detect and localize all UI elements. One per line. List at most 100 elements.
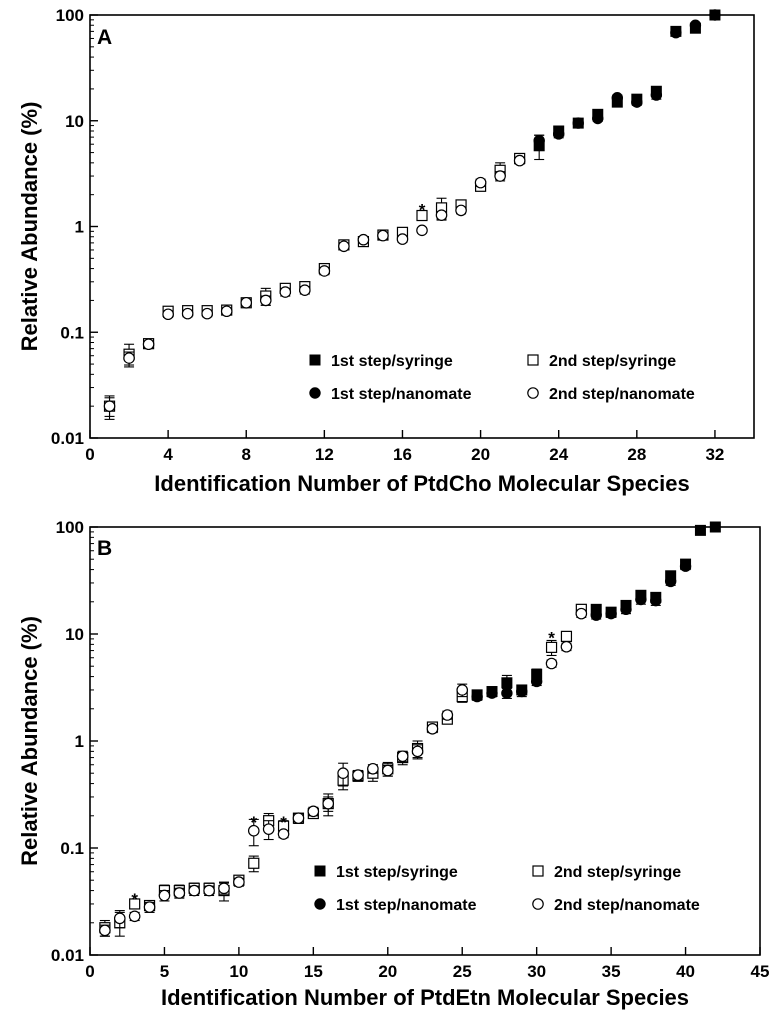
chart-b-data-point (530, 675, 543, 688)
chart-b-data-point (233, 876, 245, 888)
chart-a-data-point (553, 128, 565, 140)
chart-b-data-point (322, 797, 335, 810)
chart-b-series-3 (471, 560, 692, 703)
chart-a-data-point (611, 92, 623, 104)
chart-b-data-point (456, 684, 469, 696)
chart-b-data-point (411, 745, 424, 758)
chart-b-legend-label: 2nd step/nanomate (554, 897, 700, 914)
chart-b-data-point (441, 709, 454, 721)
chart-a-y-tick-label: 0.1 (60, 323, 84, 342)
chart-b-x-tick-label: 35 (602, 962, 621, 981)
chart-a: 0.01 0.1 1 10 100 0 4 8 12 16 20 24 28 32 Identificati… (17, 6, 755, 496)
chart-b-y-axis-title: Relative Abundance (%) (17, 616, 42, 866)
chart-b-data-point (635, 593, 647, 606)
chart-a-data-point (533, 134, 545, 147)
chart-b-data-point (545, 657, 558, 670)
chart-b-data-point (352, 769, 364, 781)
chart-b-legend-label: 1st step/nanomate (336, 897, 477, 914)
chart-a-data-point (162, 308, 174, 321)
chart-a-data-point (240, 296, 253, 309)
chart-b-data-point (545, 641, 558, 653)
chart-b-x-tick-label: 5 (160, 962, 169, 981)
chart-b-legend-label: 2nd step/syringe (554, 864, 681, 881)
chart-b-data-point (143, 901, 156, 913)
chart-b-data-point (99, 924, 111, 937)
chart-b-data-point (709, 521, 721, 533)
chart-a-panel-letter: A (97, 26, 112, 49)
chart-b-series-4 (99, 607, 588, 937)
chart-b-data-point (575, 607, 588, 620)
chart-b-data-point (248, 857, 260, 869)
chart-b-x-tick-label: 15 (304, 962, 323, 981)
chart-a-data-point (455, 204, 467, 217)
chart-b-data-point (486, 687, 498, 699)
chart-b-legend-marker (314, 898, 326, 910)
chart-a-data-point (631, 96, 643, 108)
chart-a-x-tick-label: 20 (471, 445, 490, 464)
chart-a-data-point (259, 294, 272, 307)
chart-a-legend-label: 1st step/syringe (331, 353, 453, 370)
chart-b-data-point (381, 764, 394, 777)
chart-b-data-point (679, 560, 692, 572)
chart-b-legend-marker (532, 898, 544, 910)
chart-b-data-point (262, 823, 275, 835)
chart-a-data-point (357, 233, 370, 246)
chart-a-x-tick-label: 8 (242, 445, 251, 464)
chart-a-data-point (396, 233, 409, 245)
chart-a-data-point (670, 27, 682, 39)
chart-a-data-point (123, 352, 135, 364)
chart-b-significance-marker: * (548, 629, 555, 648)
chart-b-y-tick-label: 10 (65, 625, 84, 644)
chart-a-data-point (572, 117, 584, 129)
chart-b-data-point (426, 723, 439, 735)
chart-b-x-tick-label: 40 (676, 962, 695, 981)
chart-a-data-point (299, 284, 311, 296)
chart-b-data-point (277, 828, 290, 840)
chart-b-significance-marker: * (280, 813, 287, 832)
chart-b-data-point (590, 609, 602, 621)
chart-a-legend: 1st step/syringe 2nd step/syringe 1st step… (309, 353, 695, 403)
chart-a-data-point (513, 154, 526, 167)
chart-b-legend-marker (314, 865, 326, 877)
chart-a-data-point (474, 176, 487, 189)
chart-a-x-axis-title: Identification Number of PtdCho Molecula… (154, 471, 689, 496)
chart-a-data-point (181, 307, 194, 320)
chart-b-data-point (218, 882, 230, 895)
chart-b-data-point (605, 607, 617, 620)
chart-b-x-tick-label: 0 (85, 962, 94, 981)
chart-a-series-4 (103, 154, 526, 417)
chart-a-legend-marker (527, 387, 539, 399)
chart-a-x-tick-label: 16 (393, 445, 412, 464)
chart-a-data-point (103, 400, 116, 412)
chart-b-significance-marker: * (250, 813, 257, 832)
chart-b-x-tick-label: 30 (527, 962, 546, 981)
chart-a-y-tick-label: 10 (65, 112, 84, 131)
chart-a-legend-label: 2nd step/syringe (549, 353, 676, 370)
chart-b-y-tick-label: 100 (56, 518, 84, 537)
chart-a-data-point (416, 209, 428, 222)
chart-b-legend: 1st step/syringe 2nd step/syringe 1st step… (314, 864, 700, 914)
chart-b-data-point (203, 884, 215, 897)
chart-b-data-point (292, 812, 305, 824)
chart-a-y-tick-label: 0.01 (51, 429, 84, 448)
chart-b-data-point (501, 687, 513, 699)
chart-a-data-point (689, 19, 702, 31)
chart-b-data-point (173, 887, 186, 899)
chart-b-data-point (560, 630, 573, 642)
chart-b: 0.01 0.1 1 10 100 0 5 10 15 20 25 30 35 40 45 Identific… (17, 518, 769, 1010)
chart-a-data-point (709, 9, 721, 21)
chart-a-data-point (338, 240, 350, 253)
chart-a-data-point (377, 229, 389, 242)
chart-a-legend-label: 2nd step/nanomate (549, 386, 695, 403)
chart-b-x-axis-title: Identification Number of PtdEtn Molecula… (161, 985, 689, 1010)
chart-a-data-point (592, 112, 604, 125)
chart-a-x-tick-label: 32 (705, 445, 724, 464)
chart-a-data-point (142, 338, 155, 351)
chart-b-data-point (501, 677, 513, 689)
chart-b-panel-letter: B (97, 537, 112, 560)
chart-b-x-tick-label: 25 (453, 962, 472, 981)
chart-b-data-point (158, 889, 171, 902)
chart-b-significance-marker: * (131, 890, 138, 909)
chart-a-y-axis-title: Relative Abundance (%) (17, 102, 42, 352)
